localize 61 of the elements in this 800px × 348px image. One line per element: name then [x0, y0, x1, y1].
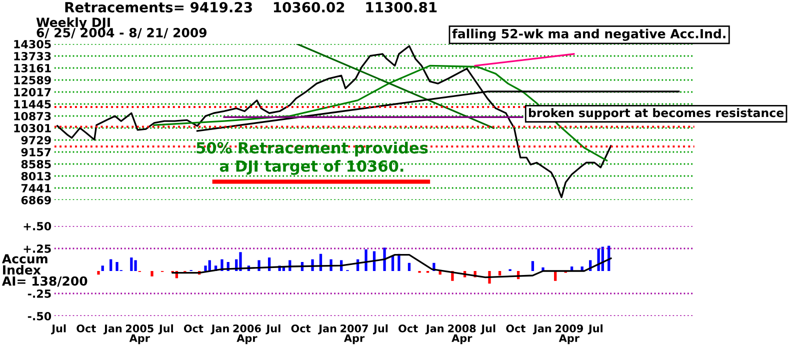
x-tick-label: 2007 Apr [340, 324, 368, 344]
x-tick-label: Jul [51, 324, 66, 334]
bar [150, 271, 154, 276]
y-tick-label: 13733 [14, 52, 51, 60]
bar [498, 271, 502, 276]
y-tick-label: 9729 [21, 136, 51, 144]
x-tick-label: Jul [373, 324, 388, 334]
y-tick-label: 10301 [14, 124, 51, 132]
bar [383, 248, 386, 271]
bar [130, 258, 133, 271]
bar [364, 249, 368, 271]
bar [97, 271, 100, 275]
y-tick-label: 11445 [14, 100, 51, 108]
chart-title: Retracements= 9419.23 10360.02 11300.81 [65, 2, 437, 12]
x-tick-label: Jul [158, 324, 173, 334]
bar [597, 248, 600, 271]
y-tick-label: 8585 [21, 160, 51, 168]
text: falling 52-wk ma and negative Acc.Ind. [452, 28, 726, 41]
y-tick-label: 6869 [21, 196, 51, 204]
x-tick-label: Oct [184, 324, 204, 332]
x-tick-label: Oct [506, 324, 526, 332]
y-tick-label: 10873 [14, 112, 51, 120]
x-tick-label: Jan [425, 324, 444, 334]
x-tick-label: 2008 Apr [448, 324, 476, 344]
x-tick-label: Jan [318, 324, 336, 334]
y-tick-label: 9157 [21, 148, 51, 156]
bar [208, 260, 211, 271]
y-tick-label: 12589 [14, 76, 51, 84]
x-tick-label: Jan [210, 324, 229, 334]
x-tick-label: Jul [480, 324, 496, 334]
bar [408, 262, 411, 271]
x-tick-label: Jan [103, 324, 122, 334]
y-tick-label: 12017 [14, 88, 51, 96]
y-tick-label: 14305 [14, 40, 51, 48]
bar [531, 261, 534, 271]
x-tick-label: Oct [291, 324, 311, 332]
chart-subtitle: Weekly DJI 6/ 25/ 2004 - 8/ 21/ 2009 [36, 17, 207, 38]
y-tick-label: -.50 [28, 312, 52, 320]
x-tick-label: Oct [76, 324, 96, 332]
annotation: broken support at becomes resistance [528, 108, 784, 120]
y-axis-title: Accum Index AI= 138/200 [2, 254, 88, 287]
annotation: 50% Retracement provides a DJI target of 10360. [196, 142, 428, 175]
x-tick-label: Jul [266, 324, 280, 334]
bar [398, 254, 400, 271]
line-series [172, 254, 612, 278]
y-tick-label: 13161 [14, 64, 51, 72]
x-tick-label: 2006 Apr [233, 324, 261, 344]
bar [110, 259, 112, 271]
bar [116, 262, 118, 271]
x-tick-label: 2009 Apr [555, 324, 583, 344]
y-tick-label: -.25 [28, 289, 51, 298]
y-tick-label: 7441 [21, 184, 51, 192]
x-tick-label: Jul [588, 324, 602, 334]
x-tick-label: 2005 Apr [126, 324, 154, 344]
y-tick-label: +.50 [24, 222, 52, 230]
y-tick-label: +.25 [24, 244, 51, 253]
y-tick-label: 8013 [21, 172, 51, 180]
bar [101, 266, 104, 271]
x-tick-label: Oct [398, 324, 418, 332]
bar [134, 260, 137, 271]
x-tick-label: Jan [532, 324, 552, 334]
